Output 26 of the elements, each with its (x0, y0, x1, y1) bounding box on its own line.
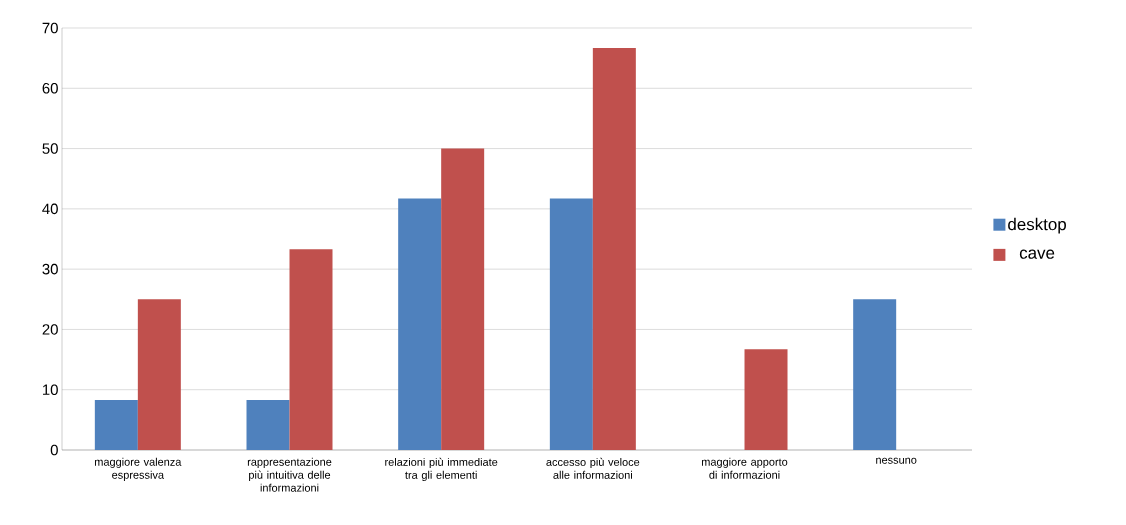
y-tick-label: 20 (42, 324, 58, 335)
x-tick-label: maggiore valenza espressiva (95, 457, 182, 481)
x-tick-label: rappresentazione più intuitiva delle informazioni (247, 457, 332, 492)
bar (853, 299, 897, 450)
bar (592, 47, 636, 450)
y-tick-label: 60 (42, 82, 58, 94)
bar (94, 399, 138, 450)
y-tick-label: 10 (43, 384, 58, 395)
bar (398, 198, 442, 450)
y-tick-label: 0 (50, 444, 58, 456)
legend-label: desktop (1008, 217, 1066, 234)
x-tick-label: relazioni più immediate tra gli elementi (385, 457, 498, 482)
y-tick-label: 40 (42, 203, 58, 215)
y-tick-label: 30 (42, 263, 58, 275)
legend-label: cave (1019, 249, 1055, 259)
bar (549, 198, 593, 450)
bar (246, 399, 290, 450)
bar (744, 349, 788, 450)
y-tick-label: 70 (42, 22, 58, 34)
bar (289, 249, 333, 450)
y-tick-label: 50 (42, 143, 58, 154)
x-tick-label: nessuno (876, 457, 917, 464)
bar (441, 148, 485, 450)
x-tick-label: maggiore apporto di informazioni (701, 457, 788, 479)
x-tick-label: accesso più veloce alle informazioni (546, 457, 640, 479)
bar (137, 299, 181, 450)
